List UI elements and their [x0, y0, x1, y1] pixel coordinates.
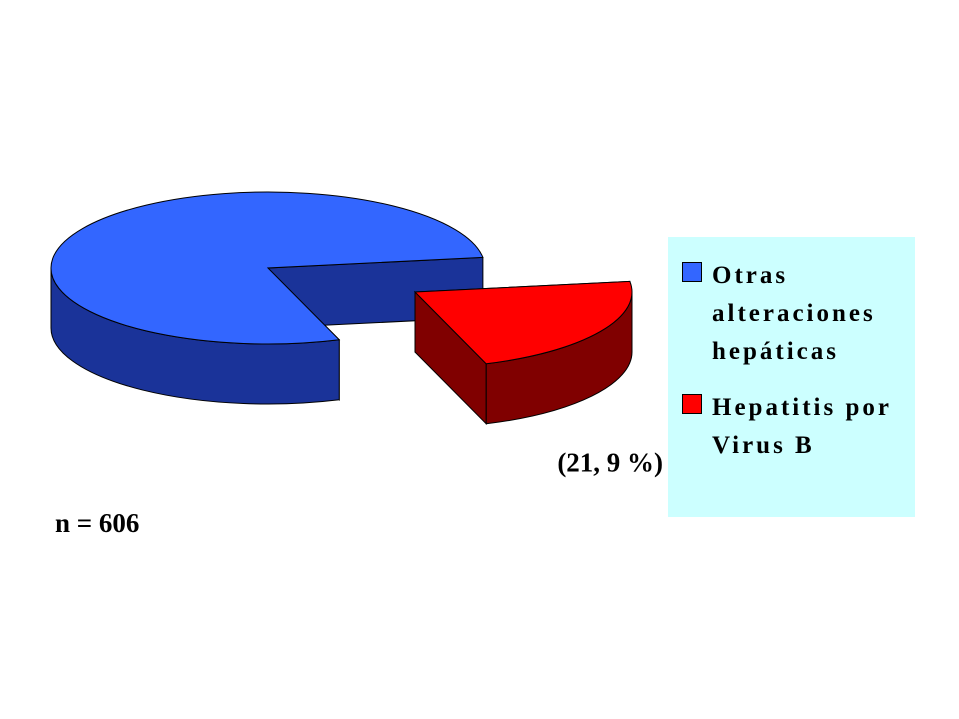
slice: [413, 280, 633, 426]
legend: Otras alteraciones hepáticas Hepatitis po…: [668, 237, 915, 517]
slice-top: [50, 191, 484, 345]
legend-label: Otras alteraciones hepáticas: [712, 262, 876, 365]
legend-swatch: [682, 394, 702, 414]
legend-item: Otras alteraciones hepáticas: [682, 257, 907, 371]
legend-swatch: [682, 262, 702, 282]
slice-top: [413, 280, 633, 365]
annotation: n = 606: [55, 508, 139, 538]
legend-item: Hepatitis por Virus B: [682, 389, 907, 465]
slice: [50, 191, 484, 405]
legend-label: Hepatitis por Virus B: [712, 394, 892, 459]
value-label: (21, 9 %): [557, 448, 663, 478]
